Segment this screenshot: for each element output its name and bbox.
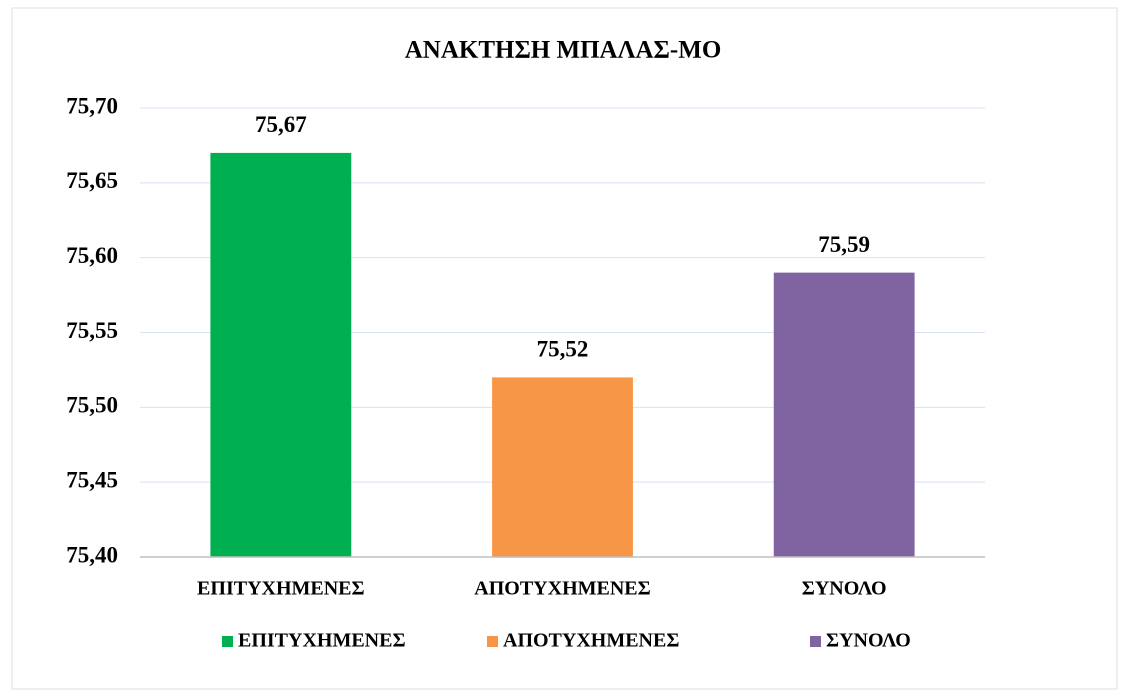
bar xyxy=(210,152,352,557)
y-tick-label: 75,55 xyxy=(66,318,118,343)
x-tick-label: ΣΥΝΟΛΟ xyxy=(802,578,887,600)
value-label: 75,59 xyxy=(818,232,870,257)
y-tick-label: 75,45 xyxy=(66,467,118,492)
x-tick-label: ΑΠΟΤΥΧΗΜΕΝΕΣ xyxy=(474,578,650,600)
bar xyxy=(773,272,915,557)
chart-title: ΑΝΑΚΤΗΣΗ ΜΠΑΛΑΣ-ΜΟ xyxy=(405,37,722,64)
legend-label: ΕΠΙΤΥΧΗΜΕΝΕΣ xyxy=(238,630,406,652)
legend-swatch xyxy=(487,636,498,647)
legend-label: ΑΠΟΤΥΧΗΜΕΝΕΣ xyxy=(503,630,679,652)
y-tick-label: 75,65 xyxy=(66,168,118,193)
legend-swatch xyxy=(810,636,821,647)
y-tick-label: 75,40 xyxy=(66,542,118,567)
legend-label: ΣΥΝΟΛΟ xyxy=(826,630,911,652)
x-tick-label: ΕΠΙΤΥΧΗΜΕΝΕΣ xyxy=(197,578,365,600)
value-label: 75,52 xyxy=(537,337,589,362)
y-tick-label: 75,70 xyxy=(66,93,118,118)
y-tick-label: 75,60 xyxy=(66,243,118,268)
value-label: 75,67 xyxy=(255,112,307,137)
y-tick-label: 75,50 xyxy=(66,393,118,418)
legend-swatch xyxy=(222,636,233,647)
chart-border xyxy=(11,7,1118,690)
bar xyxy=(492,377,633,557)
